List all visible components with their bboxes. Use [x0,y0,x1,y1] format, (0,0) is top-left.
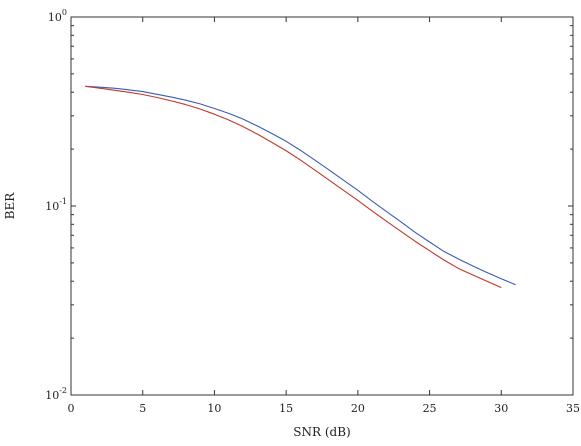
x-axis-label: SNR (dB) [293,425,350,439]
y-tick-base: 10 [45,200,59,213]
y-tick-base: 10 [48,11,62,24]
x-tick-label: 25 [423,402,437,415]
x-tick-label: 0 [68,402,75,415]
x-tick-label: 5 [139,402,146,415]
y-tick-exponent: 0 [62,8,67,17]
x-tick-label: 30 [494,402,508,415]
x-tick-label: 35 [566,402,580,415]
x-tick-label: 20 [351,402,365,415]
y-tick-base: 10 [45,389,59,402]
y-tick-label: 10-1 [45,197,67,213]
y-axis-label: BER [3,192,17,220]
y-tick-exponent: -1 [59,197,67,206]
series-line-1 [85,85,516,286]
y-tick-exponent: -2 [59,386,67,395]
series-line-2 [85,85,502,289]
plot-background [71,17,573,395]
y-tick-label: 100 [48,8,67,24]
series-layer [85,85,516,289]
y-tick-label: 10-2 [45,386,67,402]
x-tick-label: 10 [207,402,221,415]
ticks-layer [70,16,574,396]
x-tick-label: 15 [279,402,293,415]
